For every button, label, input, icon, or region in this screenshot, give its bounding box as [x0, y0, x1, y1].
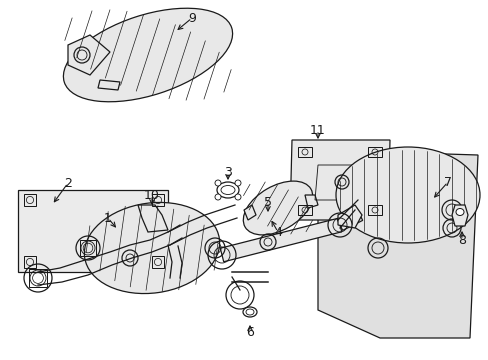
- Polygon shape: [244, 205, 256, 220]
- Circle shape: [235, 194, 241, 200]
- Text: 11: 11: [309, 123, 325, 136]
- Circle shape: [215, 180, 221, 186]
- Ellipse shape: [63, 8, 232, 102]
- FancyBboxPatch shape: [18, 190, 168, 272]
- Text: 9: 9: [188, 12, 196, 24]
- Ellipse shape: [84, 202, 219, 293]
- Polygon shape: [317, 150, 477, 338]
- Circle shape: [215, 194, 221, 200]
- Polygon shape: [305, 195, 317, 208]
- Text: 5: 5: [264, 195, 271, 208]
- Ellipse shape: [245, 309, 253, 315]
- Ellipse shape: [243, 181, 312, 235]
- Ellipse shape: [455, 208, 463, 216]
- Polygon shape: [220, 218, 341, 262]
- Text: 3: 3: [224, 166, 231, 179]
- Ellipse shape: [243, 307, 257, 317]
- Text: 4: 4: [273, 225, 282, 239]
- Text: 2: 2: [64, 176, 72, 189]
- Ellipse shape: [335, 147, 479, 243]
- Circle shape: [235, 180, 241, 186]
- Text: 7: 7: [443, 176, 451, 189]
- Text: 10: 10: [144, 189, 160, 202]
- Polygon shape: [68, 35, 110, 75]
- Polygon shape: [98, 80, 120, 90]
- Polygon shape: [138, 205, 168, 232]
- Polygon shape: [451, 205, 467, 226]
- Ellipse shape: [221, 185, 235, 194]
- Text: 8: 8: [457, 234, 465, 247]
- Polygon shape: [289, 140, 389, 220]
- Text: 1: 1: [104, 212, 112, 225]
- Ellipse shape: [217, 182, 239, 198]
- Polygon shape: [337, 205, 361, 228]
- Text: 6: 6: [245, 325, 253, 338]
- Polygon shape: [337, 210, 362, 230]
